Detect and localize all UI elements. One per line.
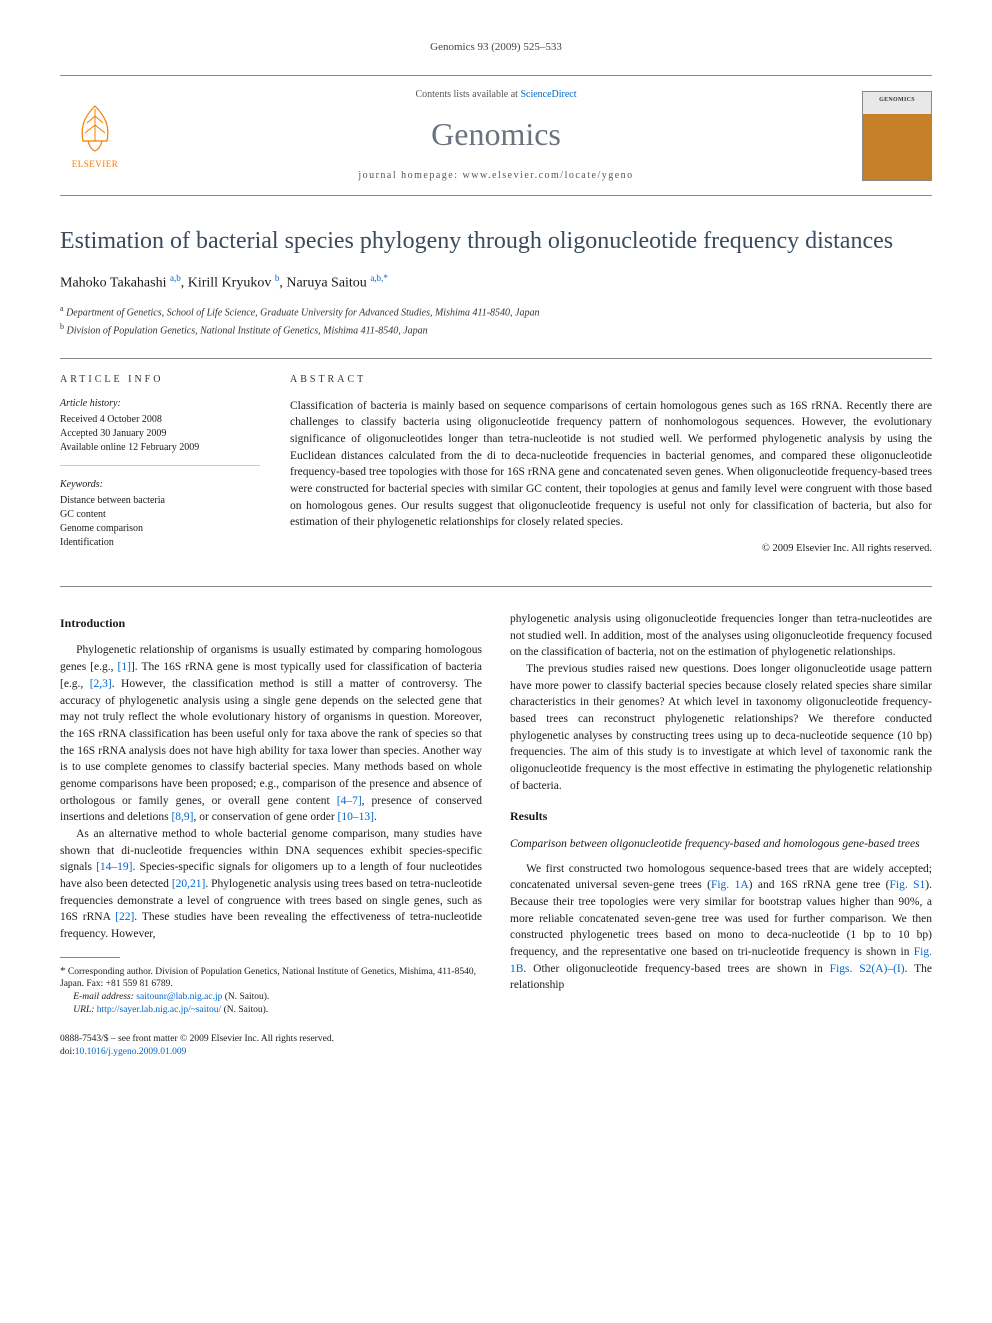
keywords-block: Keywords: Distance between bacteria GC c… [60,478,260,560]
journal-cover-label: GENOMICS [867,96,927,104]
homepage-url: www.elsevier.com/locate/ygeno [463,170,634,181]
body-columns: Introduction Phylogenetic relationship o… [60,611,932,1058]
doi-label: doi: [60,1047,75,1057]
corresponding-mark: * [383,273,388,283]
figure-link[interactable]: Fig. 1A [711,879,749,891]
article-info-heading: ARTICLE INFO [60,373,260,387]
affiliation-b: Division of Population Genetics, Nationa… [67,325,428,336]
doi-link[interactable]: 10.1016/j.ygeno.2009.01.009 [75,1047,187,1057]
keyword: Genome comparison [60,522,260,536]
citation-link[interactable]: [20,21] [172,878,206,890]
homepage-label: journal homepage: [358,170,462,181]
author-3-aff: a,b, [370,273,383,283]
info-abstract-row: ARTICLE INFO Article history: Received 4… [60,358,932,587]
url-label: URL: [73,1005,94,1015]
article-history-block: Article history: Received 4 October 2008… [60,397,260,466]
author-url-link[interactable]: http://sayer.lab.nig.ac.jp/~saitou/ [97,1005,221,1015]
authors-line: Mahoko Takahashi a,b, Kirill Kryukov b, … [60,272,932,293]
url-paren: (N. Saitou). [224,1005,269,1015]
citation-link[interactable]: [10–13] [338,811,374,823]
introduction-heading: Introduction [60,615,482,632]
email-label: E-mail address: [73,992,134,1002]
accepted-date: Accepted 30 January 2009 [60,427,260,441]
author-1-aff: a,b [170,273,181,283]
elsevier-logo-text: ELSEVIER [72,158,119,171]
contents-prefix: Contents lists available at [415,89,520,100]
received-date: Received 4 October 2008 [60,413,260,427]
author-2: Kirill Kryukov [188,276,272,291]
citation-link[interactable]: [14–19] [96,861,132,873]
email-link[interactable]: saitounr@lab.nig.ac.jp [136,992,222,1002]
affiliation-a: Department of Genetics, School of Life S… [66,308,539,319]
abstract-text: Classification of bacteria is mainly bas… [290,398,932,531]
keyword: Distance between bacteria [60,494,260,508]
abstract-copyright: © 2009 Elsevier Inc. All rights reserved… [290,541,932,556]
abstract: ABSTRACT Classification of bacteria is m… [290,373,932,572]
author-3: Naruya Saitou [286,276,366,291]
footnotes: * Corresponding author. Division of Popu… [60,964,482,1017]
journal-cover-thumbnail: GENOMICS [862,91,932,181]
online-date: Available online 12 February 2009 [60,441,260,455]
running-header: Genomics 93 (2009) 525–533 [60,40,932,55]
corresponding-author-note: Corresponding author. Division of Popula… [60,967,476,990]
abstract-heading: ABSTRACT [290,373,932,388]
intro-paragraph-3: phylogenetic analysis using oligonucleot… [510,611,932,661]
journal-name: Genomics [150,112,842,157]
author-2-aff: b [275,273,280,283]
journal-homepage-line: journal homepage: www.elsevier.com/locat… [150,169,842,183]
intro-paragraph-4: The previous studies raised new question… [510,661,932,794]
results-heading: Results [510,808,932,825]
masthead: ELSEVIER Contents lists available at Sci… [60,75,932,196]
keyword: GC content [60,508,260,522]
article-history-label: Article history: [60,397,260,411]
keyword: Identification [60,536,260,550]
footnote-rule [60,957,120,958]
sciencedirect-link[interactable]: ScienceDirect [520,89,576,100]
affiliations: a Department of Genetics, School of Life… [60,303,932,338]
citation-link[interactable]: [2,3] [90,678,112,690]
corr-star-icon: * [60,965,66,977]
results-paragraph-1: We first constructed two homologous sequ… [510,861,932,994]
citation-link[interactable]: [1] [118,661,131,673]
keywords-label: Keywords: [60,478,260,492]
results-subsection-heading: Comparison between oligonucleotide frequ… [510,836,932,853]
contents-available-line: Contents lists available at ScienceDirec… [150,88,842,102]
figure-link[interactable]: Figs. S2(A)–(I) [830,963,905,975]
elsevier-tree-icon [65,101,125,156]
article-info: ARTICLE INFO Article history: Received 4… [60,373,260,572]
intro-paragraph-1: Phylogenetic relationship of organisms i… [60,642,482,825]
masthead-center: Contents lists available at ScienceDirec… [150,88,842,183]
citation-link[interactable]: [4–7] [337,795,362,807]
author-1: Mahoko Takahashi [60,276,166,291]
issn-line: 0888-7543/$ – see front matter © 2009 El… [60,1033,482,1046]
elsevier-logo: ELSEVIER [60,96,130,176]
article-title: Estimation of bacterial species phylogen… [60,226,932,256]
figure-link[interactable]: Fig. S1 [890,879,926,891]
bottom-matter: 0888-7543/$ – see front matter © 2009 El… [60,1033,482,1059]
intro-paragraph-2: As an alternative method to whole bacter… [60,826,482,943]
citation-link[interactable]: [8,9] [171,811,193,823]
email-paren: (N. Saitou). [225,992,270,1002]
citation-link[interactable]: [22] [115,911,134,923]
